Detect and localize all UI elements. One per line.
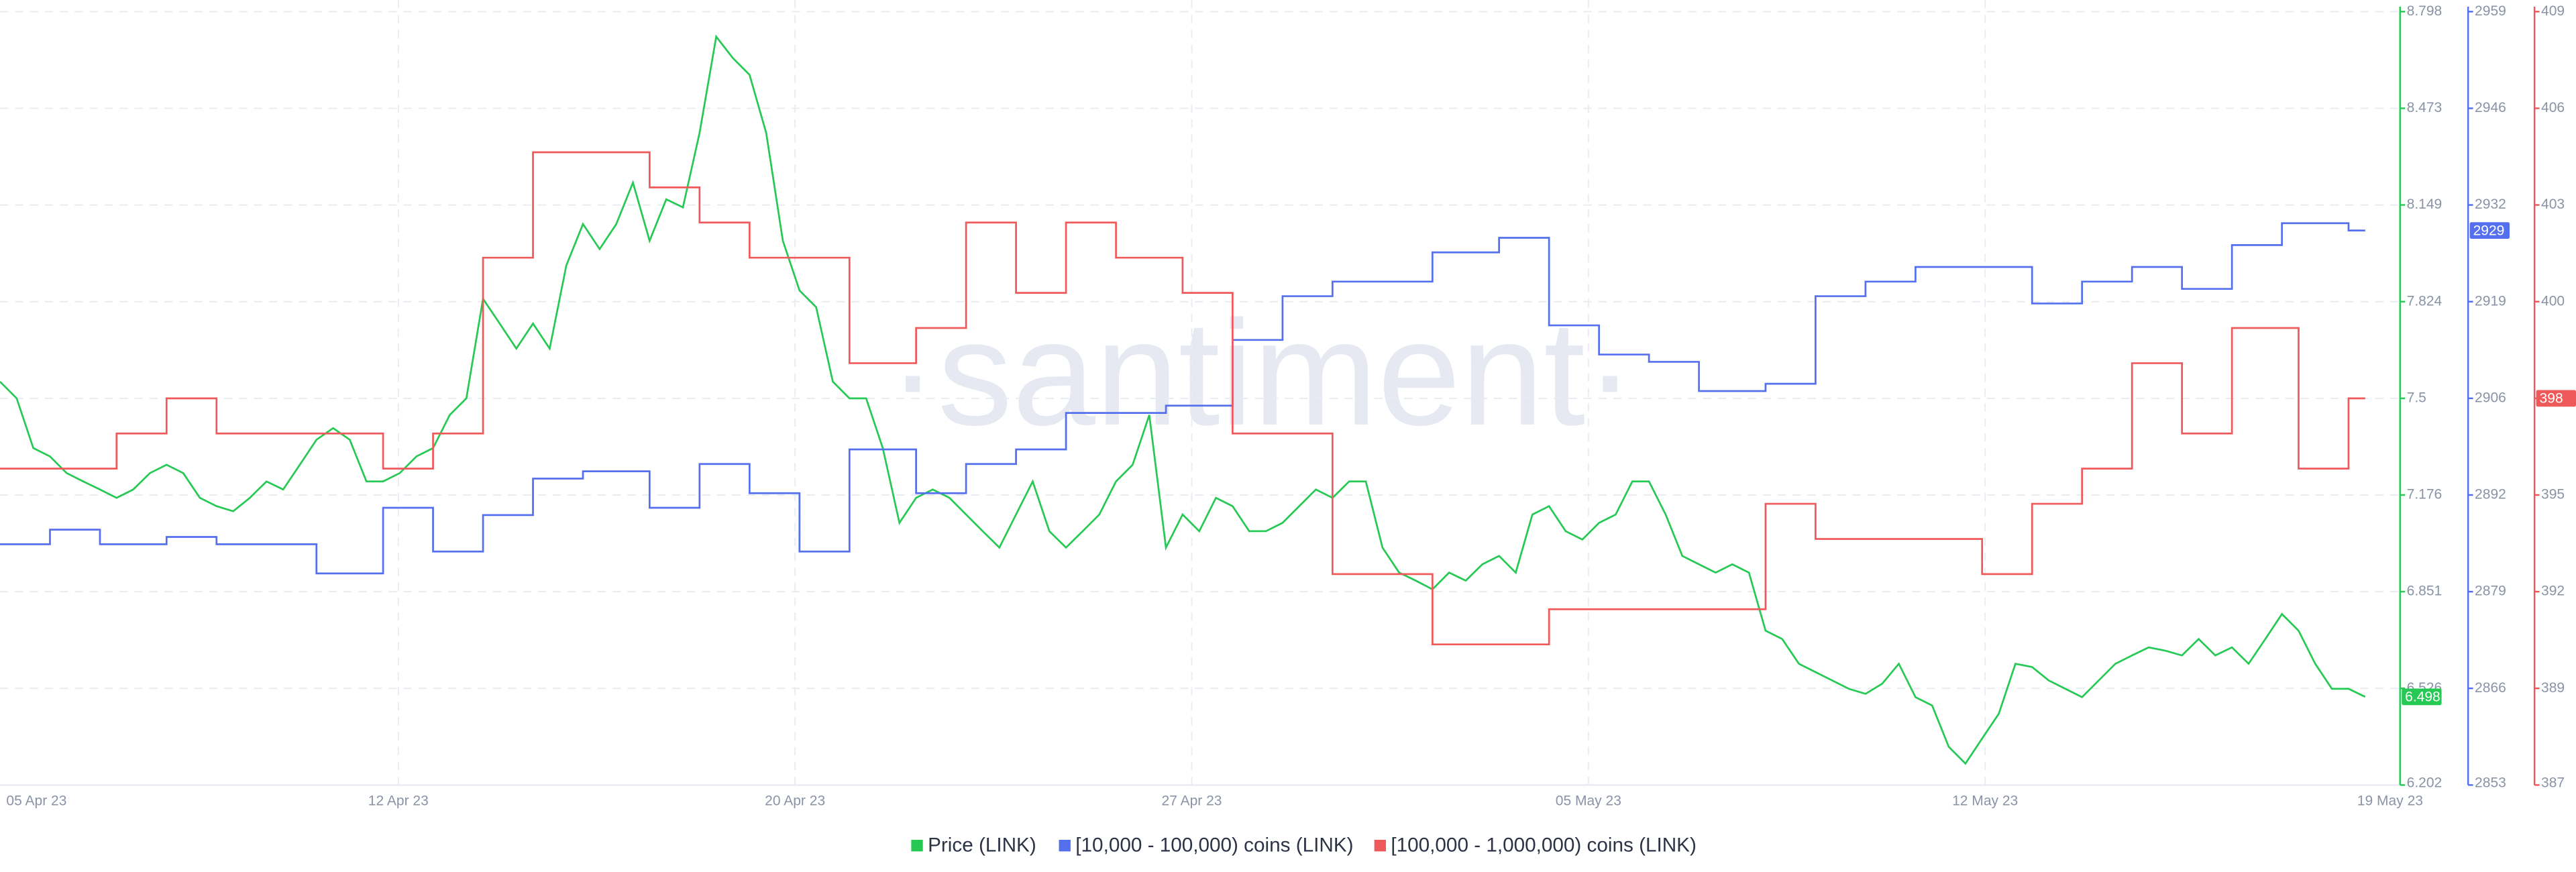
y3-tick-label: 403 [2541, 197, 2565, 212]
y2-tick-label: 2892 [2475, 487, 2506, 502]
y-tick-label: 8.473 [2407, 100, 2443, 115]
y3-tick-label: 409 [2541, 3, 2565, 19]
y-tick-label: 7.176 [2407, 487, 2443, 502]
x-tick-label: 12 Apr 23 [368, 794, 429, 809]
y2-tick-label: 2959 [2475, 3, 2506, 19]
y2-tick-label: 2946 [2475, 100, 2506, 115]
y-tick-label: 8.798 [2407, 3, 2443, 19]
value-badge-label: 6.498 [2405, 690, 2440, 705]
y3-tick-label: 387 [2541, 775, 2565, 790]
legend-swatch [1059, 839, 1071, 852]
y-tick-label: 6.202 [2407, 775, 2443, 790]
x-tick-label: 12 May 23 [1952, 794, 2018, 809]
y-tick-label: 7.824 [2407, 293, 2443, 309]
y-tick-label: 6.851 [2407, 584, 2443, 599]
y3-tick-label: 400 [2541, 293, 2565, 309]
value-badge [2469, 222, 2510, 239]
legend-label: Price (LINK) [928, 834, 1036, 857]
value-badge [2402, 688, 2442, 706]
y2-tick-label: 2853 [2475, 775, 2506, 790]
y-tick-label: 8.149 [2407, 197, 2443, 212]
x-tick-label: 27 Apr 23 [1162, 794, 1222, 809]
series-line [0, 222, 2365, 575]
y2-tick-label: 2932 [2475, 197, 2506, 212]
y3-tick-label: 406 [2541, 100, 2565, 115]
x-tick-label: 19 May 23 [2357, 794, 2423, 809]
y2-tick-label: 2919 [2475, 293, 2506, 309]
x-tick-label: 05 Apr 23 [6, 794, 66, 809]
value-badge-label: 398 [2540, 391, 2563, 406]
x-tick-label: 20 Apr 23 [765, 794, 825, 809]
y3-tick-label: 395 [2541, 487, 2565, 502]
x-tick-label: 05 May 23 [1556, 794, 1621, 809]
legend-label: [100,000 - 1,000,000) coins (LINK) [1391, 834, 1696, 857]
y2-tick-label: 2879 [2475, 584, 2506, 599]
series-line [0, 34, 2366, 765]
y2-tick-label: 2906 [2475, 390, 2506, 405]
y3-tick-label: 389 [2541, 680, 2565, 696]
legend-swatch [1374, 839, 1386, 852]
value-badge [2536, 390, 2576, 407]
legend-swatch [911, 839, 923, 852]
series-line [0, 151, 2365, 646]
y3-tick-label: 392 [2541, 584, 2565, 599]
legend-label: [10,000 - 100,000) coins (LINK) [1075, 834, 1353, 857]
watermark: ·santiment· [888, 290, 1635, 457]
y2-tick-label: 2866 [2475, 680, 2506, 696]
value-badge-label: 2929 [2473, 223, 2505, 238]
y-tick-label: 7.5 [2407, 390, 2426, 405]
